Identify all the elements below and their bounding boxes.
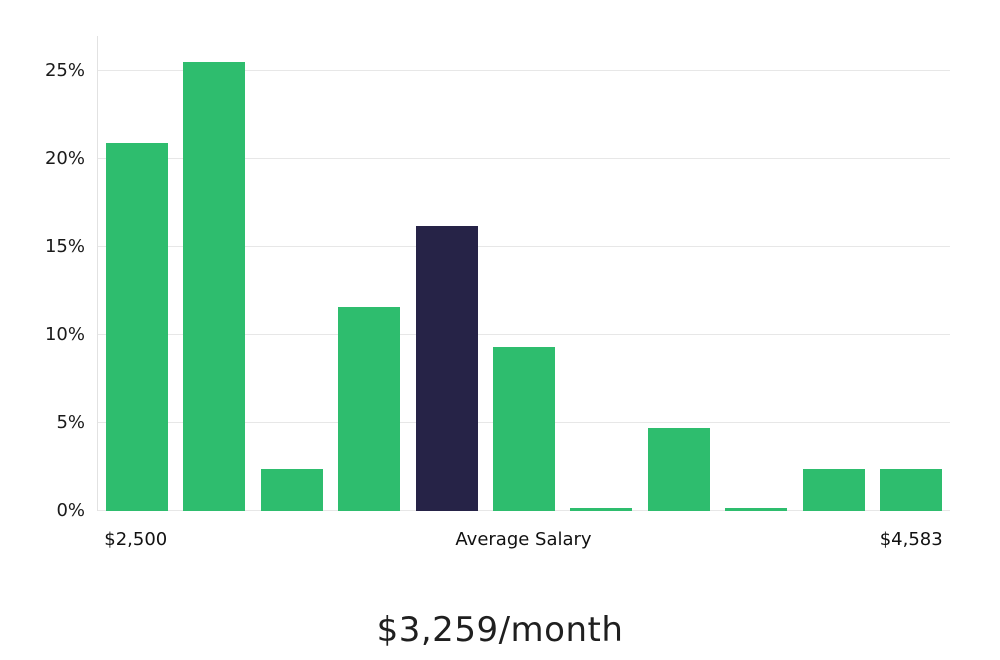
y-tick-label: 25% xyxy=(44,60,85,82)
gridline xyxy=(98,246,950,248)
bar-slot xyxy=(408,36,485,511)
bar-slot xyxy=(253,36,330,511)
bar-slot xyxy=(175,36,252,511)
bar-slot xyxy=(718,36,795,511)
bar xyxy=(183,62,246,511)
bar-slot xyxy=(640,36,717,511)
y-tick-label: 5% xyxy=(56,412,85,434)
gridline xyxy=(98,158,950,160)
y-axis: 0% 5% 10% 15% 20% 25% xyxy=(0,36,85,520)
y-tick-label: 15% xyxy=(44,236,85,258)
average-salary-title: $3,259/month xyxy=(376,610,624,650)
bar xyxy=(880,468,943,511)
bar-slot xyxy=(98,36,175,511)
bar-slot xyxy=(873,36,950,511)
bar xyxy=(260,468,323,511)
bar xyxy=(105,143,168,511)
bar-slot xyxy=(563,36,640,511)
bar xyxy=(647,428,710,511)
y-tick-label: 20% xyxy=(44,148,85,170)
bar xyxy=(725,508,788,511)
bar-series xyxy=(98,36,950,511)
bar xyxy=(493,347,555,511)
plot-area xyxy=(97,36,950,511)
bar-slot xyxy=(330,36,407,511)
y-tick-label: 10% xyxy=(44,324,85,346)
gridline xyxy=(98,70,950,72)
x-label-min-salary: $2,500 xyxy=(104,529,168,550)
bar xyxy=(802,468,865,511)
x-axis: $2,500 Average Salary $4,583 xyxy=(97,529,950,555)
bar xyxy=(338,306,401,511)
bar-average-salary-highlight xyxy=(415,226,478,511)
y-tick-label: 0% xyxy=(56,500,85,521)
bar xyxy=(570,508,633,511)
gridline xyxy=(98,334,950,336)
bar-slot xyxy=(795,36,872,511)
bar-slot xyxy=(485,36,562,511)
x-label-max-salary: $4,583 xyxy=(879,529,943,550)
x-label-average-salary: Average Salary xyxy=(455,529,592,550)
